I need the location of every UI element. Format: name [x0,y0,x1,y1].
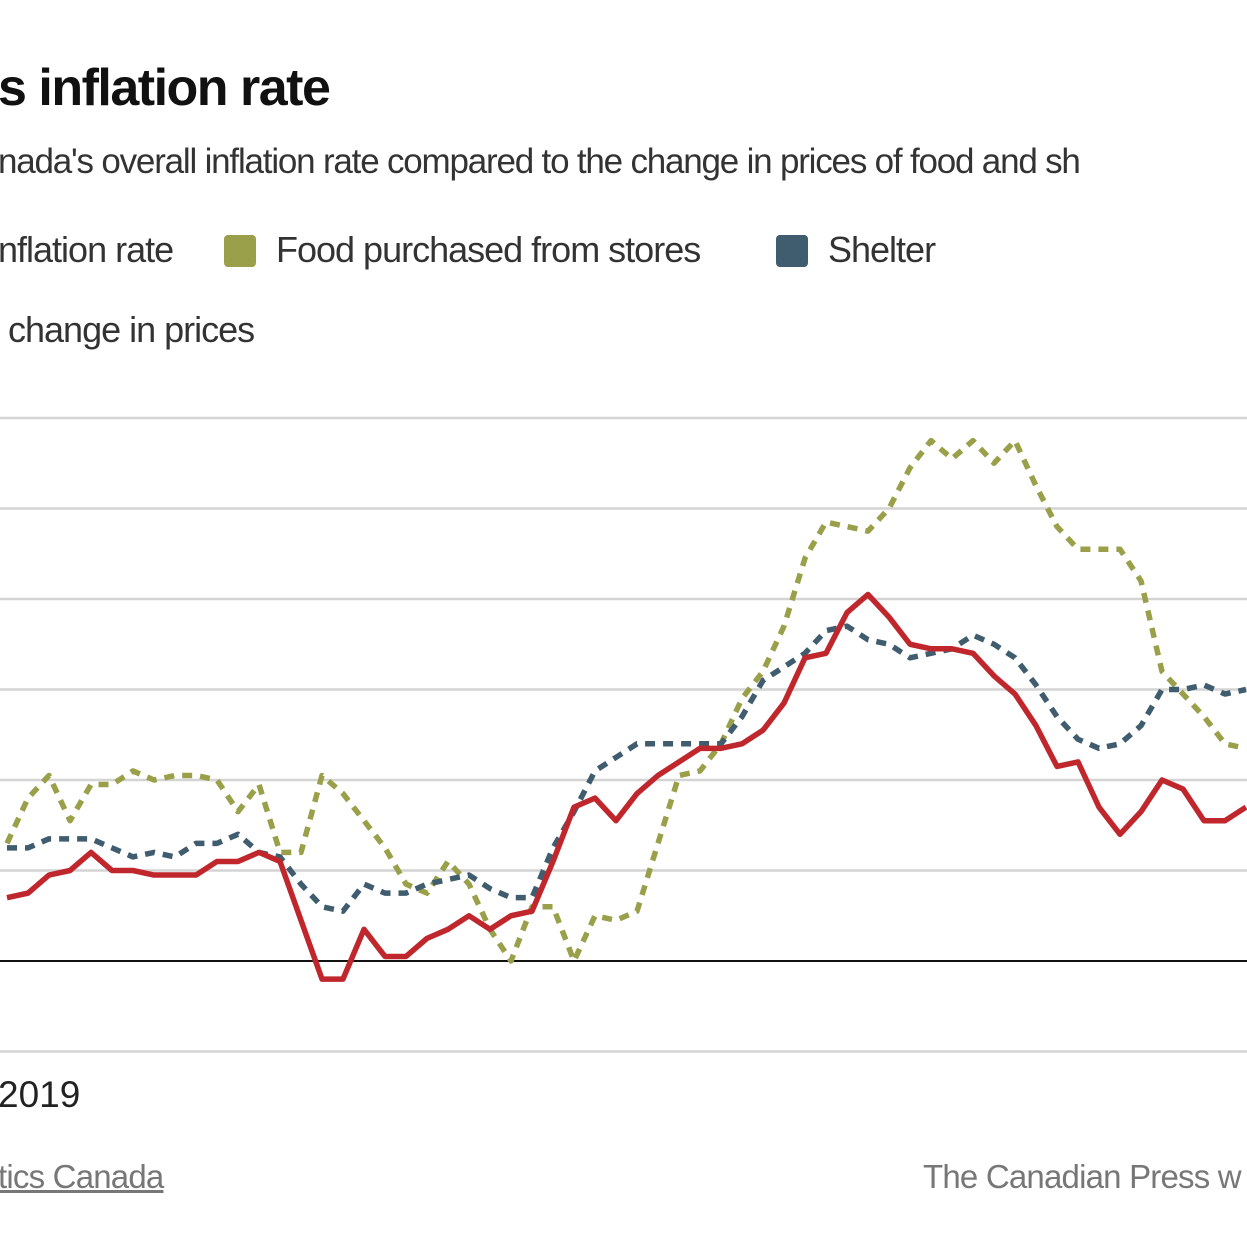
legend-swatch-food [224,235,256,267]
legend-item-inflation: nflation rate [0,229,174,270]
series-line-food [4,437,1247,964]
credit-text: The Canadian Press w [923,1158,1242,1195]
x-tick-label: 2019 [0,1074,81,1115]
legend-swatch-shelter [776,235,808,267]
series-line-inflation [6,591,1247,982]
series-line-shelter [7,623,1247,914]
y-axis-unit-label: change in prices [8,309,255,350]
legend-item-food: Food purchased from stores [276,229,701,270]
legend-item-shelter: Shelter [828,229,936,270]
chart-title: s inflation rate [0,59,331,117]
source-link[interactable]: tics Canada [0,1158,164,1195]
chart-subtitle: nada's overall inflation rate compared t… [0,142,1081,181]
